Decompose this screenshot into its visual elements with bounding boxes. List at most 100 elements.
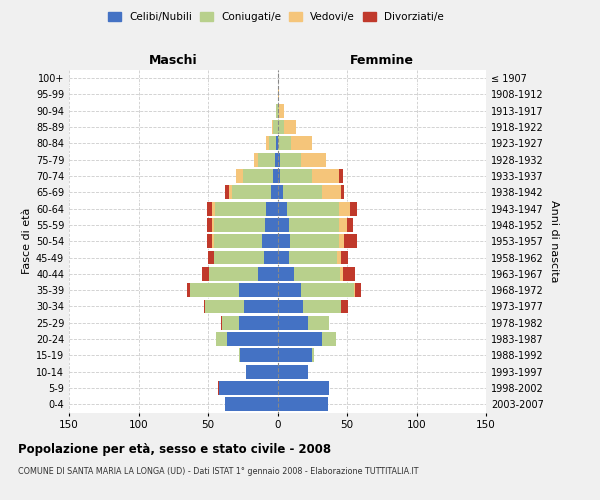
- Bar: [338, 218, 347, 232]
- Bar: [254, 153, 258, 166]
- Bar: [266, 202, 277, 215]
- Bar: [308, 316, 329, 330]
- Bar: [312, 348, 314, 362]
- Bar: [208, 250, 214, 264]
- Bar: [338, 234, 344, 248]
- Bar: [277, 169, 280, 183]
- Bar: [301, 283, 354, 297]
- Text: Maschi: Maschi: [149, 54, 197, 66]
- Bar: [347, 218, 353, 232]
- Bar: [284, 120, 296, 134]
- Bar: [343, 267, 355, 281]
- Bar: [218, 381, 219, 395]
- Bar: [212, 202, 215, 215]
- Bar: [224, 186, 229, 200]
- Bar: [341, 300, 349, 314]
- Bar: [277, 332, 322, 346]
- Bar: [277, 250, 289, 264]
- Bar: [277, 186, 283, 200]
- Bar: [312, 169, 338, 183]
- Bar: [280, 169, 312, 183]
- Bar: [187, 283, 190, 297]
- Bar: [279, 104, 284, 118]
- Bar: [239, 316, 277, 330]
- Bar: [338, 202, 350, 215]
- Bar: [337, 250, 341, 264]
- Bar: [236, 169, 243, 183]
- Bar: [274, 120, 277, 134]
- Bar: [277, 218, 289, 232]
- Bar: [340, 267, 343, 281]
- Bar: [277, 348, 312, 362]
- Bar: [290, 234, 338, 248]
- Bar: [229, 186, 232, 200]
- Bar: [265, 218, 277, 232]
- Bar: [244, 300, 277, 314]
- Bar: [289, 218, 338, 232]
- Bar: [227, 332, 277, 346]
- Bar: [277, 120, 284, 134]
- Bar: [354, 283, 355, 297]
- Bar: [276, 104, 277, 118]
- Bar: [269, 136, 276, 150]
- Bar: [212, 218, 214, 232]
- Bar: [276, 136, 277, 150]
- Bar: [245, 365, 277, 378]
- Bar: [206, 202, 212, 215]
- Bar: [217, 332, 227, 346]
- Bar: [243, 169, 274, 183]
- Bar: [292, 136, 312, 150]
- Bar: [204, 300, 205, 314]
- Bar: [294, 267, 340, 281]
- Bar: [338, 169, 343, 183]
- Bar: [262, 234, 277, 248]
- Bar: [266, 136, 269, 150]
- Bar: [302, 300, 341, 314]
- Bar: [289, 250, 337, 264]
- Bar: [263, 250, 277, 264]
- Bar: [322, 186, 341, 200]
- Bar: [240, 348, 277, 362]
- Bar: [214, 218, 265, 232]
- Bar: [277, 300, 302, 314]
- Text: Femmine: Femmine: [350, 54, 414, 66]
- Bar: [277, 104, 279, 118]
- Bar: [277, 136, 292, 150]
- Bar: [344, 234, 357, 248]
- Bar: [215, 202, 266, 215]
- Bar: [277, 202, 287, 215]
- Bar: [277, 381, 329, 395]
- Bar: [275, 153, 277, 166]
- Y-axis label: Anni di nascita: Anni di nascita: [549, 200, 559, 282]
- Text: Popolazione per età, sesso e stato civile - 2008: Popolazione per età, sesso e stato civil…: [18, 442, 331, 456]
- Bar: [239, 348, 240, 362]
- Bar: [214, 234, 262, 248]
- Bar: [301, 153, 326, 166]
- Bar: [350, 202, 357, 215]
- Bar: [221, 316, 222, 330]
- Bar: [206, 234, 212, 248]
- Bar: [205, 300, 244, 314]
- Bar: [277, 398, 328, 411]
- Bar: [206, 218, 212, 232]
- Bar: [272, 120, 274, 134]
- Bar: [341, 186, 344, 200]
- Bar: [212, 234, 214, 248]
- Bar: [283, 186, 322, 200]
- Bar: [280, 153, 301, 166]
- Bar: [287, 202, 338, 215]
- Bar: [190, 283, 239, 297]
- Bar: [277, 283, 301, 297]
- Bar: [277, 267, 294, 281]
- Bar: [277, 316, 308, 330]
- Bar: [222, 316, 239, 330]
- Bar: [232, 186, 271, 200]
- Bar: [341, 250, 349, 264]
- Bar: [322, 332, 336, 346]
- Bar: [277, 88, 279, 102]
- Bar: [277, 234, 290, 248]
- Bar: [224, 398, 277, 411]
- Bar: [239, 283, 277, 297]
- Bar: [202, 267, 209, 281]
- Bar: [277, 153, 280, 166]
